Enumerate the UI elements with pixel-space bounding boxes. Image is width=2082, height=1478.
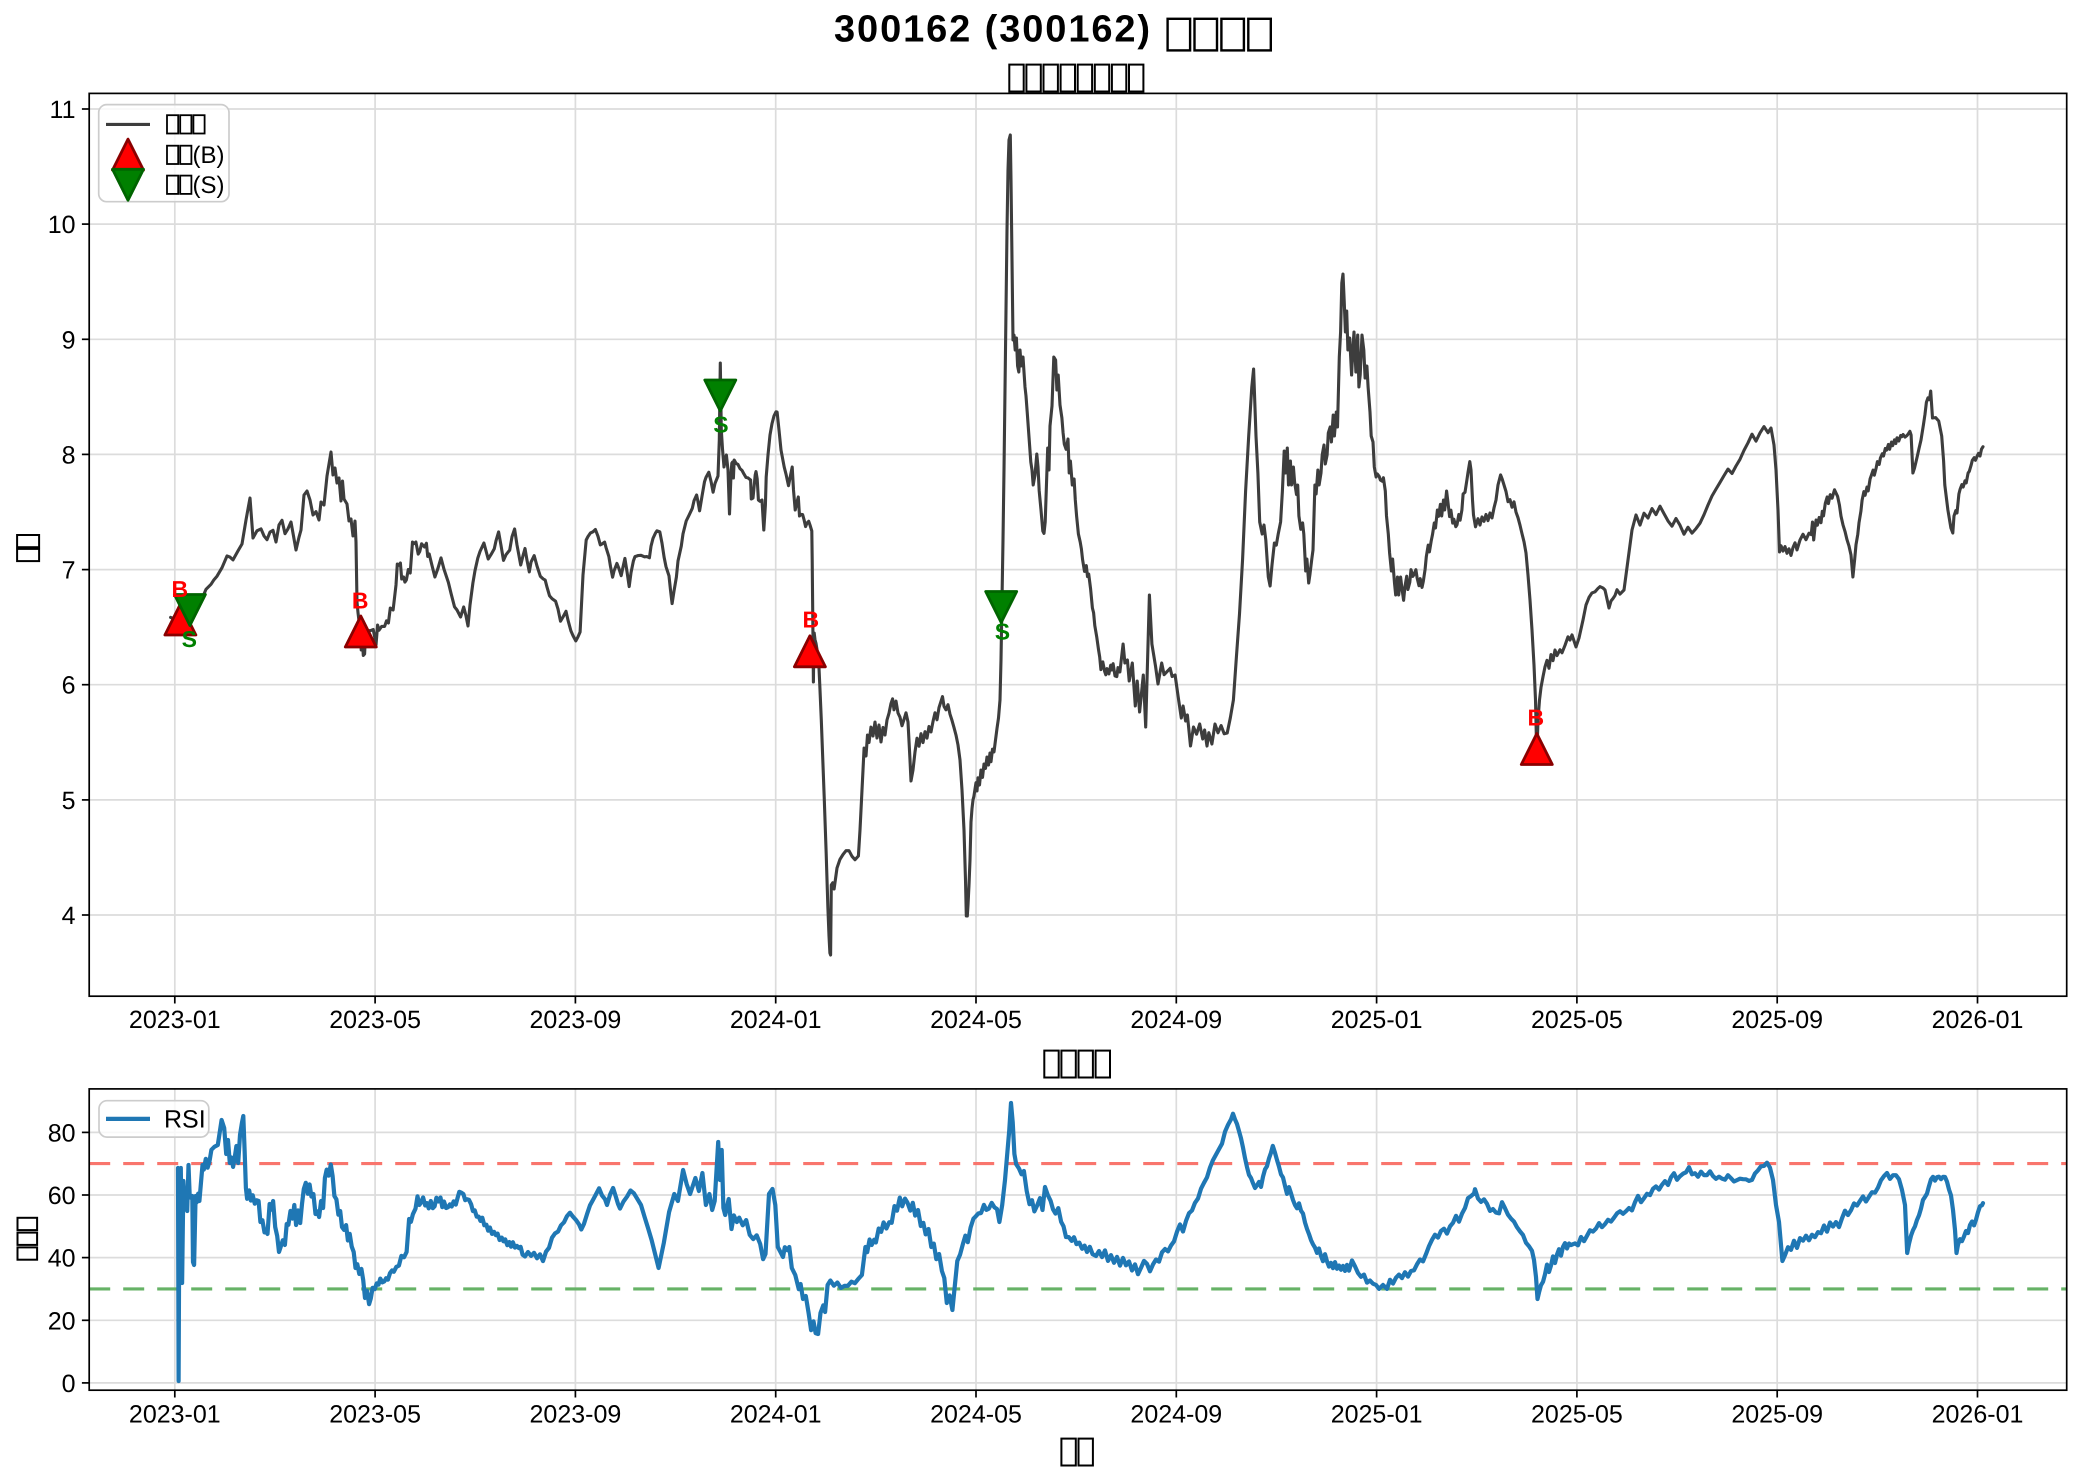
svg-text:80: 80 (48, 1119, 76, 1147)
svg-text:5: 5 (62, 787, 76, 815)
svg-text:2024-09: 2024-09 (1130, 1401, 1222, 1429)
svg-text:10: 10 (48, 211, 76, 239)
svg-text:2025-09: 2025-09 (1731, 1006, 1823, 1034)
svg-text:(B): (B) (193, 142, 225, 169)
svg-text:2025-05: 2025-05 (1531, 1006, 1623, 1034)
svg-text:2024-09: 2024-09 (1130, 1006, 1222, 1034)
svg-text:RSI: RSI (164, 1105, 206, 1133)
svg-text:2023-05: 2023-05 (329, 1006, 421, 1034)
svg-text:B: B (352, 588, 369, 614)
svg-text:9: 9 (62, 326, 76, 354)
svg-text:11: 11 (50, 96, 76, 124)
svg-text:S: S (995, 619, 1010, 645)
svg-text:2023-09: 2023-09 (530, 1006, 622, 1034)
svg-text:2024-05: 2024-05 (930, 1006, 1022, 1034)
svg-text:B: B (1527, 705, 1544, 731)
svg-text:2025-01: 2025-01 (1331, 1006, 1423, 1034)
svg-text:2023-05: 2023-05 (329, 1401, 421, 1429)
svg-text:2023-01: 2023-01 (129, 1401, 221, 1429)
svg-text:2025-05: 2025-05 (1531, 1401, 1623, 1429)
svg-text:(S): (S) (193, 172, 225, 199)
svg-text:4: 4 (62, 902, 76, 930)
svg-text:2026-01: 2026-01 (1932, 1006, 2024, 1034)
svg-text:2025-09: 2025-09 (1731, 1401, 1823, 1429)
svg-text:60: 60 (48, 1182, 76, 1210)
svg-text:20: 20 (48, 1307, 76, 1335)
svg-text:2026-01: 2026-01 (1932, 1401, 2024, 1429)
svg-text:2025-01: 2025-01 (1331, 1401, 1423, 1429)
svg-text:2024-05: 2024-05 (930, 1401, 1022, 1429)
svg-text:2024-01: 2024-01 (730, 1006, 822, 1034)
svg-text:B: B (802, 607, 819, 633)
svg-text:2023-01: 2023-01 (129, 1006, 221, 1034)
svg-text:S: S (182, 626, 197, 652)
svg-text:40: 40 (48, 1245, 76, 1273)
svg-text:0: 0 (62, 1370, 76, 1398)
svg-text:S: S (713, 412, 728, 438)
svg-text:6: 6 (62, 672, 76, 700)
svg-text:7: 7 (62, 557, 76, 585)
svg-text:B: B (171, 576, 188, 602)
svg-text:8: 8 (62, 441, 76, 469)
svg-text:2024-01: 2024-01 (730, 1401, 822, 1429)
svg-text:300162 (300162): 300162 (300162) (834, 9, 1152, 51)
svg-text:2023-09: 2023-09 (530, 1401, 622, 1429)
